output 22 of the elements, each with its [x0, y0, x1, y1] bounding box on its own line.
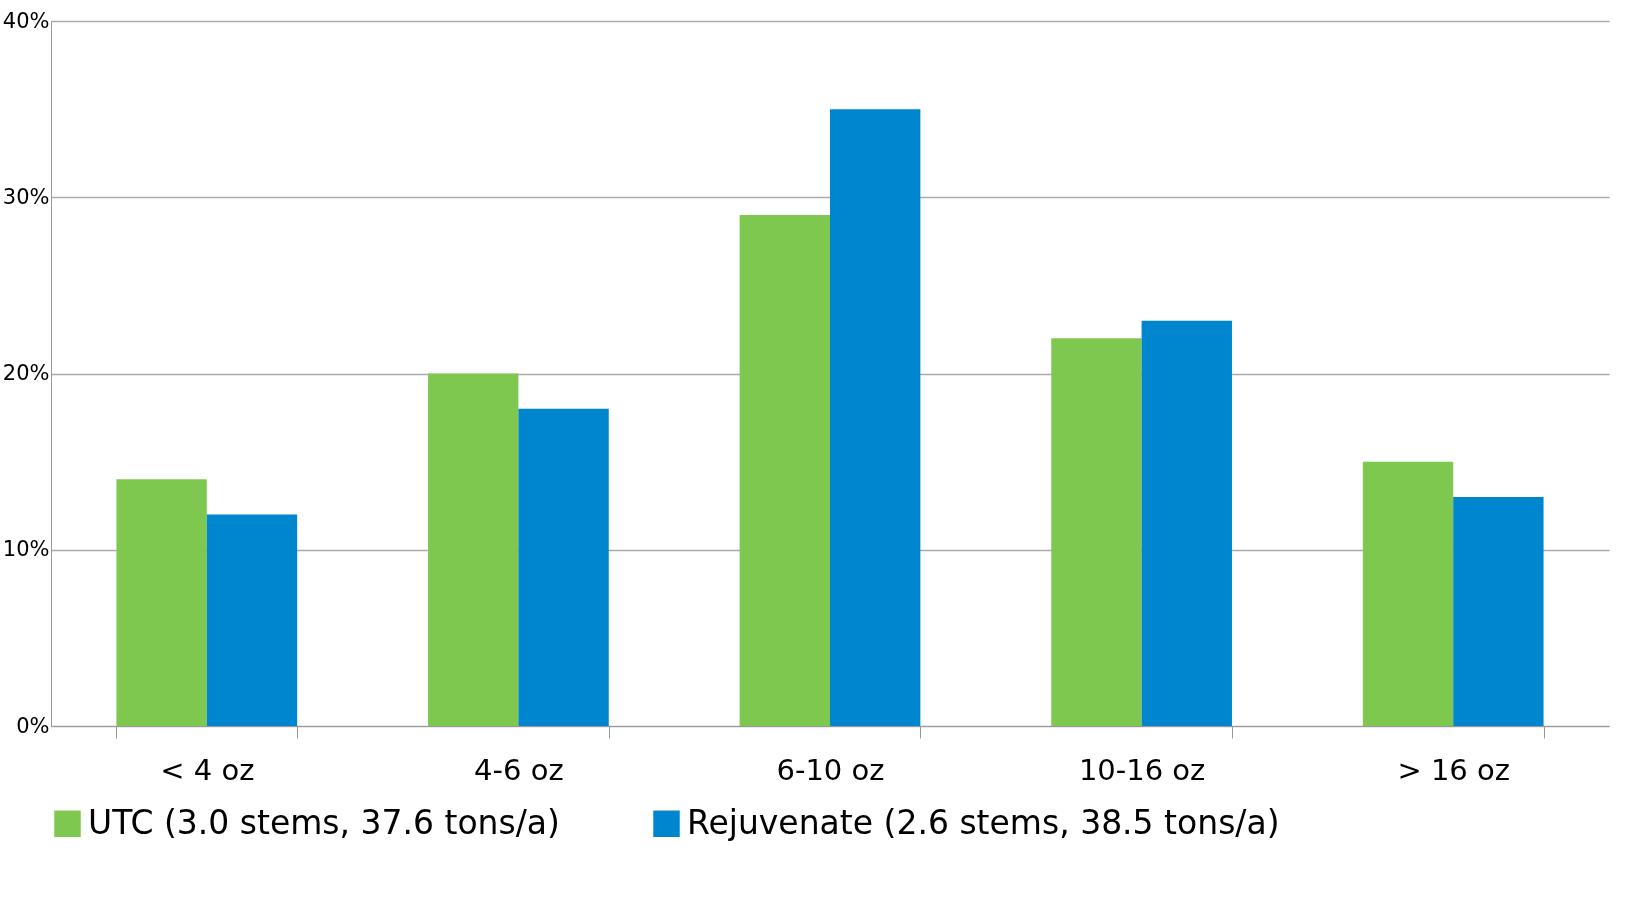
y-tick-label: 40%	[2, 8, 50, 33]
x-tick-label: 4-6 oz	[474, 752, 564, 787]
bar	[206, 514, 298, 726]
bar	[428, 373, 519, 726]
bar	[518, 408, 609, 726]
x-tick-label: < 4 oz	[160, 752, 255, 787]
bar	[116, 479, 207, 726]
legend-label: Rejuvenate (2.6 stems, 38.5 tons/a)	[687, 802, 1280, 842]
bar	[830, 109, 921, 726]
legend-label: UTC (3.0 stems, 37.6 tons/a)	[88, 802, 560, 842]
y-tick-label: 0%	[16, 713, 50, 738]
x-tick-label: 10-16 oz	[1078, 752, 1206, 787]
bar	[1051, 338, 1142, 726]
bar	[739, 214, 830, 726]
x-tick-label: 6-10 oz	[776, 752, 885, 787]
y-tick-label: 30%	[2, 184, 50, 209]
bar	[1141, 320, 1232, 726]
y-tick-label: 20%	[2, 361, 50, 385]
bar	[1362, 461, 1454, 726]
y-tick-label: 10%	[2, 537, 50, 562]
x-tick-label: > 16 oz	[1397, 752, 1510, 787]
bar	[1453, 496, 1544, 726]
